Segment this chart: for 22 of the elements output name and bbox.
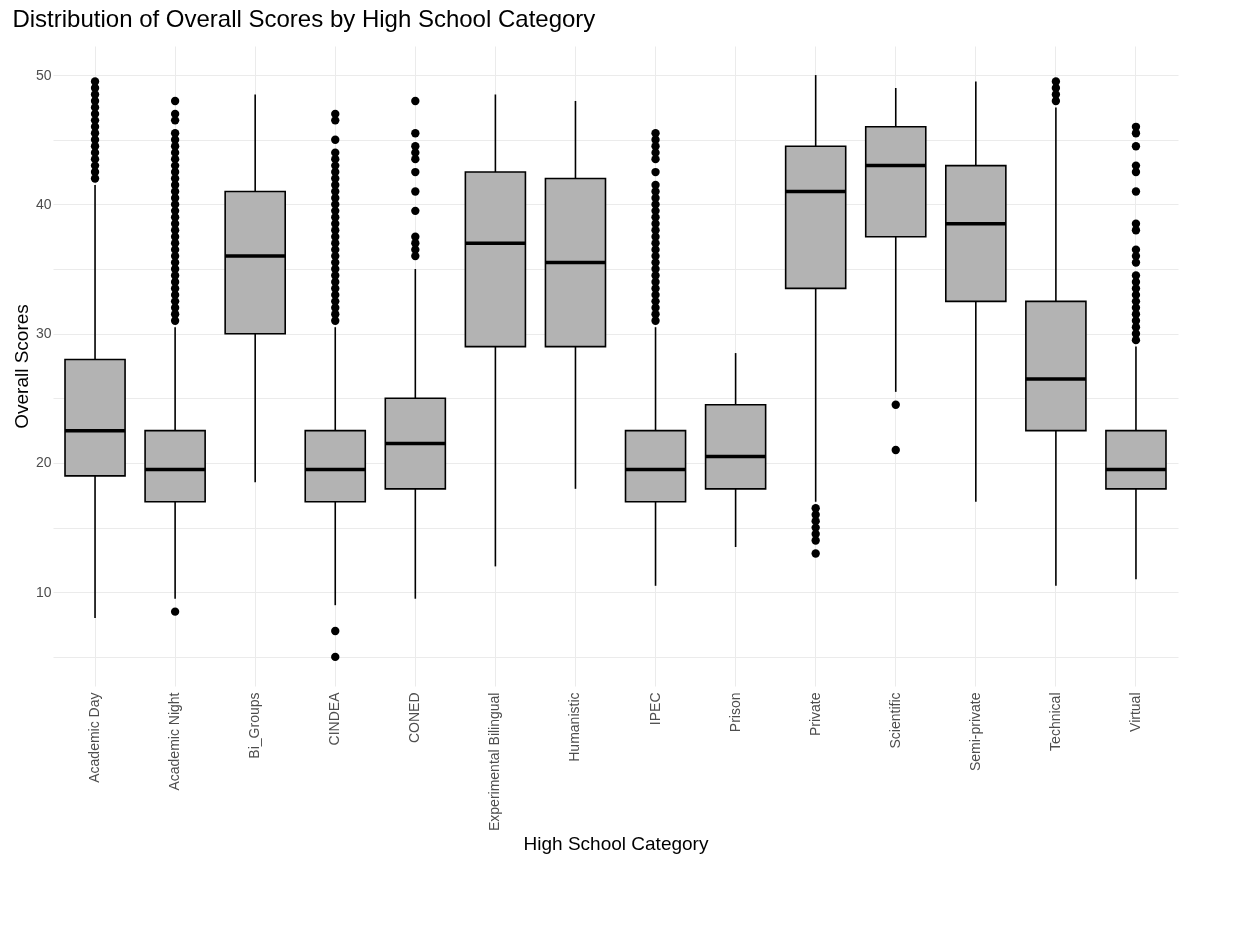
x-tick-label: Prison — [726, 692, 743, 733]
y-axis-title: Overall Scores — [10, 304, 32, 429]
x-tick-label: Bi_Groups — [246, 692, 263, 759]
y-tick-label: 20 — [35, 454, 52, 471]
x-tick-label: Virtual — [1126, 692, 1143, 732]
chart-title: Distribution of Overall Scores by High School Category — [12, 5, 596, 32]
y-tick-label: 30 — [35, 325, 52, 342]
x-tick-label: CONED — [406, 692, 423, 744]
y-tick-label: 50 — [35, 66, 52, 83]
y-tick-label: 10 — [35, 583, 52, 600]
x-tick-label: Humanistic — [566, 692, 583, 762]
x-tick-label: Academic Day — [86, 692, 103, 783]
x-tick-label: Private — [806, 692, 823, 737]
x-tick-label: Academic Night — [166, 692, 183, 791]
x-tick-label: Semi-private — [966, 692, 983, 772]
x-axis-title: High School Category — [523, 833, 709, 855]
x-tick-label: Scientific — [886, 692, 903, 749]
x-tick-label: Experimental Bilingual — [486, 692, 503, 832]
x-tick-label: CINDEA — [326, 691, 343, 746]
y-tick-label: 40 — [35, 195, 52, 212]
x-tick-label: IPEC — [646, 692, 663, 726]
x-tick-label: Technical — [1046, 692, 1063, 751]
